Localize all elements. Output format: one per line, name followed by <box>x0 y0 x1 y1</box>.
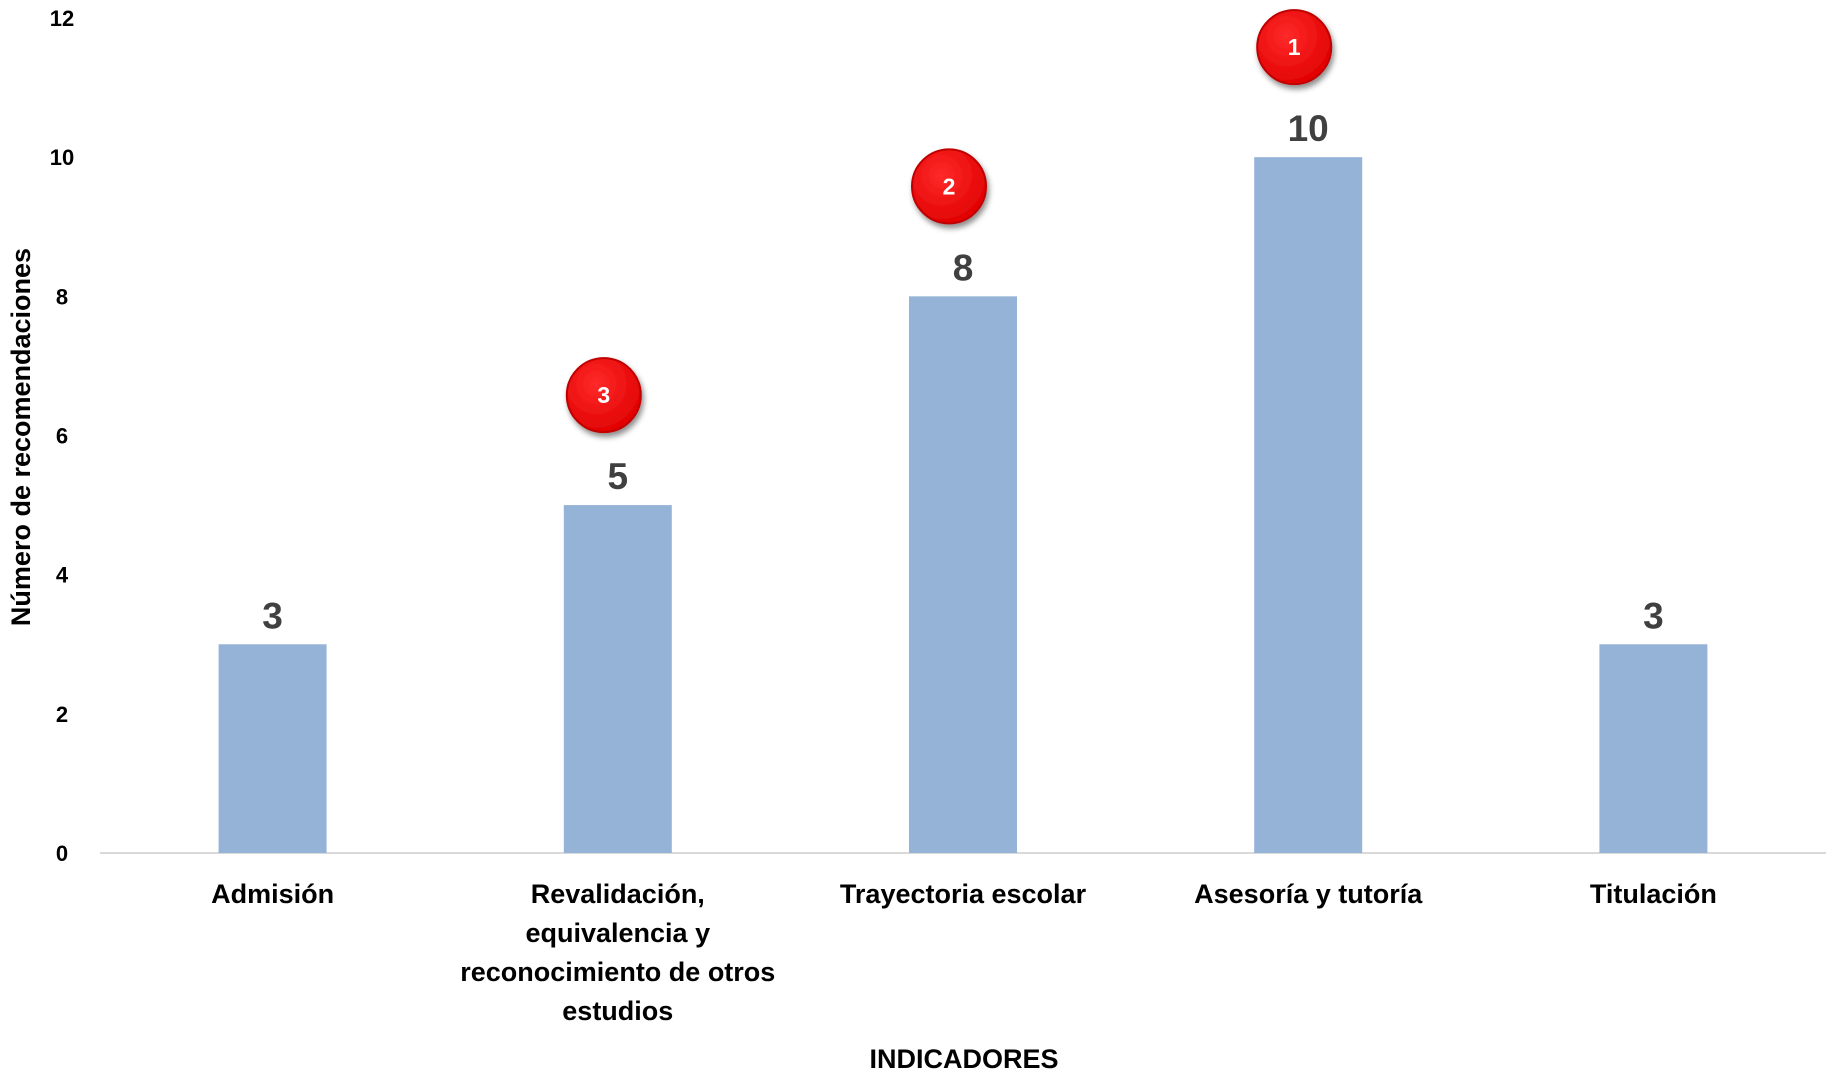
rank-badge-number: 3 <box>597 382 610 408</box>
rank-badge <box>1256 9 1333 86</box>
bar <box>1599 644 1708 853</box>
y-tick-label: 2 <box>56 702 68 727</box>
rank-badge <box>911 148 987 225</box>
x-axis-title: INDICADORES <box>869 1044 1058 1072</box>
rank-badge-number: 1 <box>1288 34 1301 60</box>
y-tick-label: 12 <box>50 6 74 31</box>
y-axis-title: Número de recomendaciones <box>6 248 36 626</box>
bar <box>1254 157 1363 853</box>
bar-value-label: 10 <box>1288 108 1329 149</box>
bar <box>909 296 1017 853</box>
bars-group <box>218 157 1708 853</box>
bar <box>563 505 672 853</box>
category-label: Revalidación, equivalencia y reconocimient… <box>460 879 775 1026</box>
bar-value-label: 3 <box>262 595 283 636</box>
rank-badge-circle <box>565 357 642 434</box>
category-label: Trayectoria escolar <box>840 879 1087 909</box>
bar-value-label: 3 <box>1643 595 1664 636</box>
rank-badge-circle <box>1256 9 1333 86</box>
y-tick-label: 6 <box>56 424 68 449</box>
category-label: Titulación <box>1590 879 1717 909</box>
rank-badge-number: 2 <box>943 173 956 199</box>
y-tick-label: 8 <box>56 284 68 309</box>
category-label: Asesoría y tutoría <box>1194 879 1423 909</box>
labels-group: 3 Admisión 5 Revalidación, equivalencia y rec… <box>211 108 1717 1026</box>
rank-badge <box>565 357 642 434</box>
bar-value-label: 8 <box>953 247 974 288</box>
category-label: Admisión <box>211 879 334 909</box>
y-tick-label: 0 <box>56 841 68 866</box>
bar-value-label: 5 <box>608 456 629 497</box>
rank-badges-group: 3 2 1 <box>565 9 1333 434</box>
bar <box>218 644 327 853</box>
y-tick-label: 4 <box>56 563 69 588</box>
y-tick-label: 10 <box>50 145 74 170</box>
rank-badge-circle <box>911 148 987 225</box>
